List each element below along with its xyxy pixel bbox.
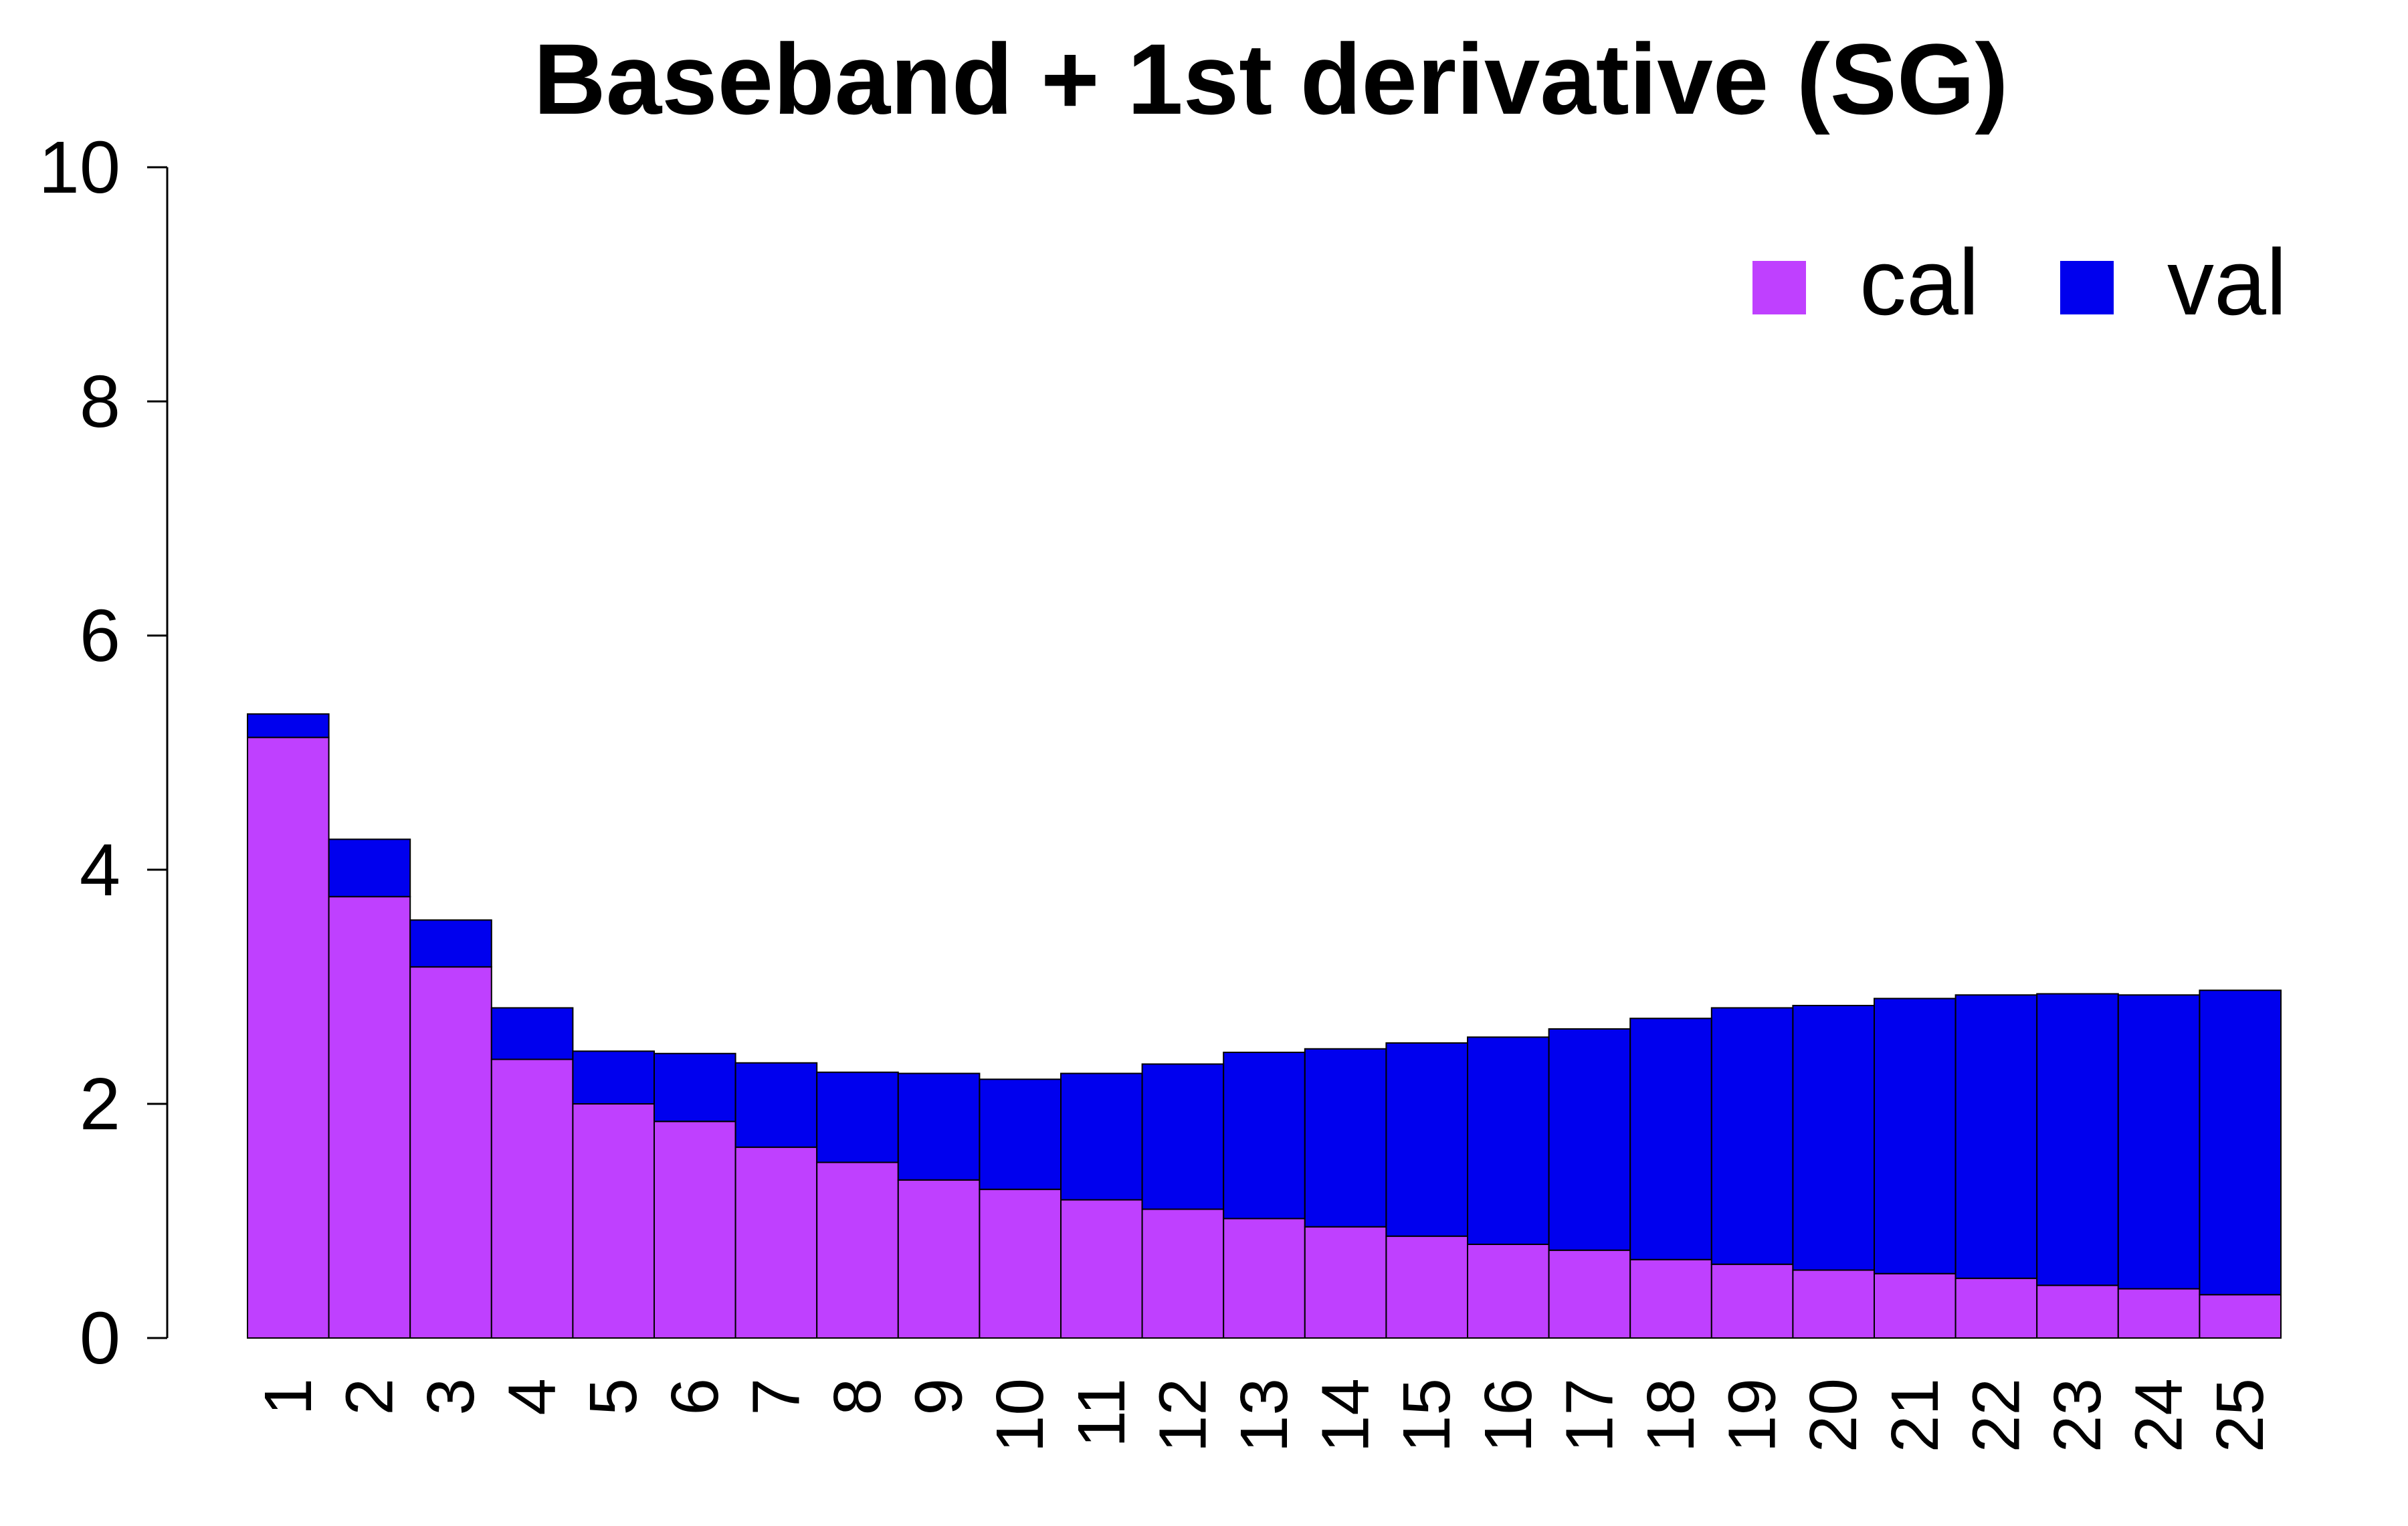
bar-cal-7: [734, 1146, 818, 1339]
y-tick-label: 2: [80, 1063, 120, 1145]
bar-val-13: [1223, 1052, 1306, 1220]
bar-val-17: [1548, 1028, 1631, 1251]
bar-val-18: [1629, 1018, 1712, 1260]
legend-label-cal: cal: [1860, 229, 1979, 335]
bar-val-24: [2117, 994, 2201, 1290]
bar-cal-4: [490, 1058, 574, 1339]
bar-cal-17: [1548, 1249, 1631, 1339]
bar-cal-15: [1385, 1235, 1468, 1339]
bar-cal-1: [247, 737, 330, 1339]
y-tick-label: 8: [80, 361, 120, 443]
bar-val-2: [328, 838, 411, 898]
bar-val-9: [897, 1072, 981, 1181]
y-tick-label: 6: [80, 595, 120, 677]
bar-cal-13: [1223, 1218, 1306, 1339]
x-tick-label: 4: [495, 1378, 570, 1416]
bar-cal-22: [1954, 1277, 2038, 1339]
bar-val-15: [1385, 1042, 1468, 1237]
bar-cal-14: [1304, 1226, 1387, 1339]
bar-cal-25: [2199, 1294, 2282, 1339]
bar-cal-23: [2036, 1284, 2119, 1339]
x-tick-label: 10: [983, 1378, 1058, 1452]
x-tick-label: 21: [1878, 1378, 1952, 1452]
bar-group: [247, 713, 2282, 1339]
bar-val-20: [1792, 1005, 1875, 1271]
x-tick-label: 5: [576, 1378, 651, 1416]
x-tick-label: 13: [1227, 1378, 1302, 1452]
x-tick-label: 25: [2203, 1378, 2278, 1452]
x-axis: 1 2 3 4 5 6 7 8 9 10 11 12 13 14 15 16 17 18 19 20 21 22 23 24 2…: [251, 1378, 2278, 1452]
y-tick-label: 10: [39, 126, 120, 209]
y-axis: 0 2 4 6 8 10: [39, 126, 169, 1379]
bar-val-4: [490, 1007, 574, 1060]
bar-cal-24: [2117, 1288, 2201, 1339]
x-tick-label: 11: [1064, 1378, 1139, 1448]
bar-val-3: [409, 919, 492, 968]
bar-cal-19: [1710, 1263, 1794, 1339]
x-tick-label: 24: [2122, 1378, 2197, 1452]
x-tick-label: 16: [1471, 1378, 1546, 1452]
chart-title: Baseband + 1st derivative (SG): [533, 23, 2008, 135]
legend: cal val: [1752, 229, 2287, 335]
bar-cal-6: [654, 1121, 736, 1339]
bar-cal-8: [816, 1161, 899, 1339]
bar-cal-18: [1629, 1258, 1712, 1339]
bar-val-21: [1874, 997, 1956, 1274]
bar-cal-16: [1467, 1244, 1550, 1339]
x-tick-label: 6: [658, 1378, 732, 1416]
bar-cal-20: [1792, 1269, 1875, 1339]
bar-val-6: [654, 1052, 736, 1123]
bar-val-22: [1954, 994, 2038, 1279]
bar-val-5: [572, 1050, 656, 1105]
x-tick-label: 3: [413, 1378, 488, 1416]
bar-cal-21: [1874, 1272, 1956, 1339]
bar-val-7: [734, 1062, 818, 1148]
y-tick-label: 0: [80, 1297, 120, 1379]
x-tick-label: 23: [2040, 1378, 2115, 1452]
x-tick-label: 22: [1959, 1378, 2033, 1452]
bar-cal-5: [572, 1103, 656, 1339]
y-tick-label: 4: [80, 829, 120, 911]
bar-cal-3: [409, 966, 492, 1339]
x-tick-label: 7: [738, 1378, 813, 1416]
x-tick-label: 17: [1552, 1378, 1627, 1452]
bar-val-19: [1710, 1007, 1794, 1265]
legend-label-val: val: [2167, 229, 2287, 335]
x-tick-label: 19: [1715, 1378, 1790, 1452]
x-tick-label: 1: [251, 1378, 326, 1416]
x-tick-label: 15: [1389, 1378, 1464, 1452]
x-tick-label: 20: [1796, 1378, 1871, 1452]
bar-val-14: [1304, 1048, 1387, 1228]
bar-cal-10: [979, 1188, 1062, 1339]
x-tick-label: 2: [332, 1378, 407, 1416]
x-tick-label: 18: [1633, 1378, 1708, 1452]
bar-cal-12: [1141, 1208, 1225, 1339]
legend-swatch-val: [2060, 261, 2114, 314]
bar-val-10: [979, 1078, 1062, 1190]
bar-cal-9: [897, 1179, 981, 1339]
x-tick-label: 8: [820, 1378, 895, 1416]
bar-val-25: [2199, 989, 2282, 1296]
legend-swatch-cal: [1752, 261, 1806, 314]
bar-val-16: [1467, 1036, 1550, 1245]
bar-val-1: [247, 713, 330, 739]
bar-cal-2: [328, 896, 411, 1339]
bar-val-11: [1060, 1072, 1143, 1201]
bar-cal-11: [1060, 1199, 1143, 1339]
x-tick-label: 9: [902, 1378, 977, 1416]
bar-val-12: [1141, 1063, 1225, 1210]
x-tick-label: 12: [1145, 1378, 1220, 1452]
bar-val-23: [2036, 993, 2119, 1286]
x-tick-label: 14: [1308, 1378, 1383, 1452]
bar-val-8: [816, 1071, 899, 1163]
